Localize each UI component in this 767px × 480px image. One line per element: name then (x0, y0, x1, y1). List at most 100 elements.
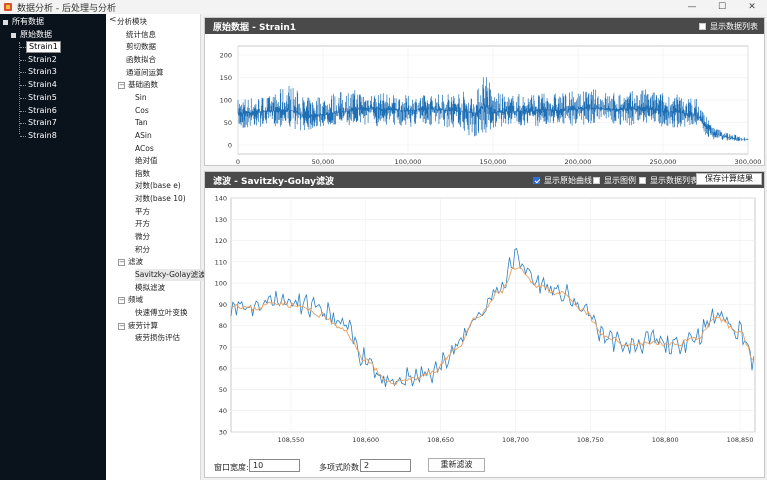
expander-minus-icon[interactable]: − (118, 81, 125, 90)
plot-area (230, 197, 756, 433)
title-bar: 数据分析 - 后处理与分析 — ☐ ✕ (0, 0, 767, 14)
collapse-arrow-icon[interactable]: < (109, 15, 117, 25)
tree-item-strain2[interactable]: Strain2 (28, 54, 57, 64)
analysis-item[interactable]: Sin (135, 92, 147, 102)
tree-connector (20, 135, 26, 137)
raw-show-list-toggle[interactable]: 显示数据列表 (699, 21, 758, 32)
x-tick-label: 150,000 (480, 158, 507, 165)
analysis-item[interactable]: 快速傅立叶变换 (135, 307, 188, 317)
tree-group-raw-data[interactable]: 原始数据 (11, 29, 52, 41)
tree-item-strain8[interactable]: Strain8 (28, 130, 57, 140)
analysis-item[interactable]: ASin (135, 130, 152, 140)
expander-minus-icon[interactable]: − (118, 258, 125, 267)
expander-minus-icon[interactable]: − (118, 296, 125, 305)
y-tick-label: 100 (215, 280, 227, 288)
filter-chart[interactable]: 108,550 108,600 108,650 108,700 108,750 108,8… (205, 188, 764, 453)
tree-connector (20, 72, 26, 74)
raw-panel-header: 原始数据 - Strain1 显示数据列表 (205, 18, 764, 34)
tree-connector (20, 97, 26, 99)
y-tick-label: 50 (219, 386, 227, 394)
data-tree: 所有数据 原始数据 Strain1 Strain2 Strain3 Strain4 St… (0, 14, 106, 480)
analysis-item[interactable]: 统计信息 (126, 29, 156, 39)
show-legend-toggle[interactable]: 显示图例 (593, 175, 636, 186)
raw-signal-series (237, 77, 749, 142)
tree-connector (20, 123, 26, 125)
minimize-button[interactable]: — (687, 2, 697, 12)
analysis-item[interactable]: 对数(base e) (135, 181, 181, 191)
analysis-item[interactable]: 绝对值 (135, 156, 158, 166)
analysis-item[interactable]: 指数 (135, 168, 150, 178)
x-tick-label: 108,850 (727, 436, 754, 444)
show-original-toggle[interactable]: 显示原始曲线 (533, 175, 592, 186)
tree-item-strain3[interactable]: Strain3 (28, 67, 57, 77)
analysis-item[interactable]: Cos (135, 105, 149, 115)
analysis-group-basic[interactable]: 基础函数 (128, 80, 158, 90)
x-tick-label: 250,000 (650, 158, 677, 165)
x-tick-label: 100,000 (395, 158, 422, 165)
tree-root-label: 所有数据 (12, 17, 44, 26)
analysis-item[interactable]: 剪切数据 (126, 42, 156, 52)
analysis-item[interactable]: 平方 (135, 206, 150, 216)
y-tick-label: 50 (224, 119, 232, 127)
maximize-button[interactable]: ☐ (717, 2, 727, 12)
window-width-input[interactable]: 10 (249, 459, 300, 472)
y-tick-label: 150 (220, 74, 232, 82)
x-tick-label: 108,800 (652, 436, 679, 444)
analysis-item[interactable]: 对数(base 10) (135, 194, 186, 204)
filter-panel: 滤波 - Savitzky-Golay滤波 显示原始曲线 显示图例 显示数据列表… (204, 171, 765, 478)
show-legend-label: 显示图例 (604, 176, 636, 185)
tree-connector (20, 110, 26, 112)
x-tick-label: 108,650 (427, 436, 454, 444)
analysis-group-filter[interactable]: 滤波 (128, 257, 143, 267)
y-tick-label: 90 (219, 301, 227, 309)
analysis-item[interactable]: 微分 (135, 232, 150, 242)
tree-item-strain6[interactable]: Strain6 (28, 105, 57, 115)
show-original-label: 显示原始曲线 (544, 176, 592, 185)
refilter-button[interactable]: 重新滤波 (428, 458, 485, 472)
analysis-item[interactable]: 模拟滤波 (135, 282, 165, 292)
analysis-group-fatigue[interactable]: 疲劳计算 (128, 320, 158, 330)
analysis-item[interactable]: Savitzky-Golay滤波 (135, 269, 209, 281)
original-signal-line (230, 248, 755, 387)
tree-group-label: 原始数据 (20, 30, 52, 39)
tree-item-strain4[interactable]: Strain4 (28, 80, 57, 90)
poly-order-input[interactable]: 2 (360, 459, 411, 472)
tree-item-strain5[interactable]: Strain5 (28, 92, 57, 102)
x-tick-label: 50,000 (312, 158, 335, 165)
analysis-item[interactable]: ACos (135, 143, 154, 153)
close-button[interactable]: ✕ (748, 2, 756, 12)
raw-panel-title: 原始数据 - Strain1 (213, 22, 297, 33)
y-tick-label: 0 (228, 142, 232, 150)
y-tick-label: 40 (219, 407, 227, 415)
y-tick-label: 130 (215, 216, 227, 224)
checkbox-icon (533, 177, 540, 184)
tree-item-strain1[interactable]: Strain1 (26, 41, 61, 53)
analysis-item[interactable]: 通道间运算 (126, 67, 164, 77)
analysis-item[interactable]: 函数拟合 (126, 54, 156, 64)
analysis-item[interactable]: 疲劳损伤评估 (135, 333, 180, 343)
analysis-item[interactable]: Tan (135, 118, 148, 128)
tree-item-strain7[interactable]: Strain7 (28, 118, 57, 128)
tree-root-all-data[interactable]: 所有数据 (3, 16, 44, 28)
filtered-signal-line (231, 266, 754, 386)
y-tick-label: 60 (219, 365, 227, 373)
analysis-root[interactable]: 分析模块 (117, 17, 147, 26)
analysis-item[interactable]: 积分 (135, 244, 150, 254)
window-title: 数据分析 - 后处理与分析 (17, 3, 116, 14)
tree-connector (20, 59, 26, 61)
y-tick-label: 80 (219, 322, 227, 330)
x-tick-label: 108,600 (352, 436, 379, 444)
y-tick-label: 100 (220, 97, 232, 105)
filter-panel-title: 滤波 - Savitzky-Golay滤波 (213, 176, 334, 187)
analysis-group-frequency[interactable]: 频域 (128, 295, 143, 305)
expander-minus-icon[interactable]: − (118, 321, 125, 330)
x-tick-label: 108,750 (577, 436, 604, 444)
analysis-item[interactable]: 开方 (135, 219, 150, 229)
filter-show-list-toggle[interactable]: 显示数据列表 (639, 175, 698, 186)
checkbox-icon (639, 177, 646, 184)
raw-data-chart[interactable]: 0 50,000 100,000 150,000 200,000 250,000 300,0… (205, 34, 764, 166)
analysis-tree: < 分析模块 统计信息 剪切数据 函数拟合 通道间运算 − 基础函数 Sin Cos Tan AS… (106, 14, 209, 480)
y-tick-label: 200 (220, 52, 232, 60)
save-results-button[interactable]: 保存计算结果 (696, 173, 762, 185)
filter-panel-header: 滤波 - Savitzky-Golay滤波 显示原始曲线 显示图例 显示数据列表… (205, 172, 764, 188)
